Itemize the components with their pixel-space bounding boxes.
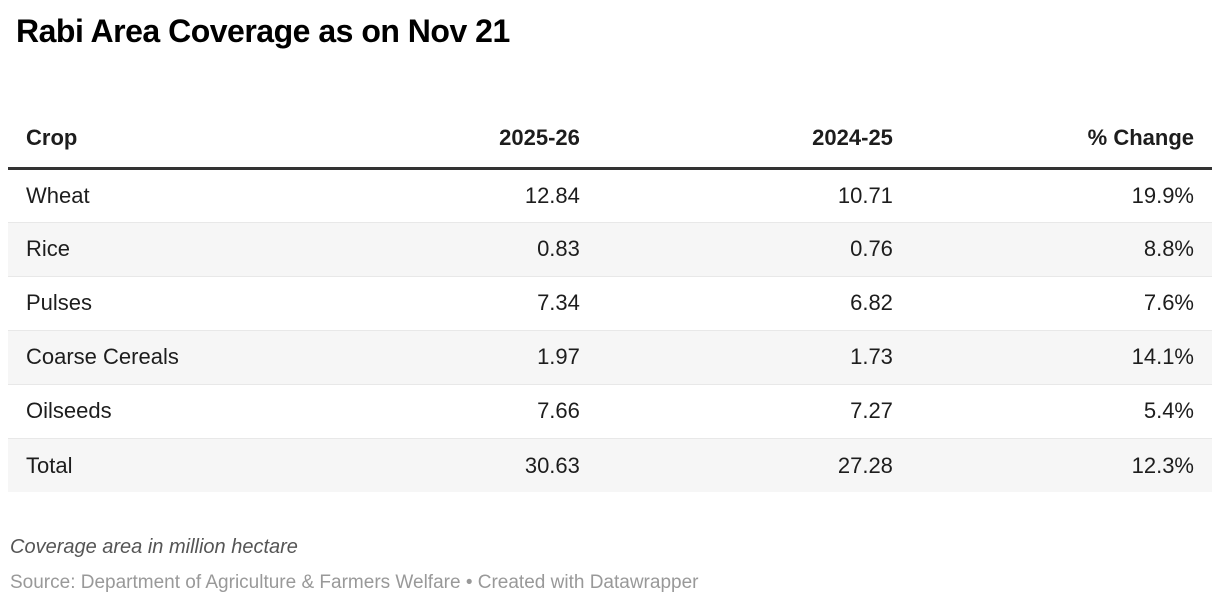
- table-header: Crop 2025-26 2024-25 % Change: [8, 108, 1212, 170]
- cell-crop: Total: [26, 452, 73, 478]
- cell-pct-change: 14.1%: [892, 330, 1212, 385]
- table-body: Wheat 12.84 10.71 19.9% Rice 0.83 0.76 8.8% Puls…: [8, 168, 1212, 493]
- cell-pct-change: 5.4%: [892, 384, 1212, 439]
- cell-pct-change: 8.8%: [892, 222, 1212, 277]
- chart-source: Source: Department of Agriculture & Farm…: [10, 572, 699, 594]
- cell-2024-25: 6.82: [579, 276, 893, 331]
- table-row: Wheat 12.84 10.71 19.9%: [8, 168, 1212, 223]
- cell-2025-26: 0.83: [315, 222, 580, 277]
- cell-crop: Pulses: [8, 276, 316, 331]
- cell-crop: Rice: [8, 222, 316, 277]
- chart-note: Coverage area in million hectare: [10, 536, 298, 559]
- cell-2025-26: 30.63: [524, 452, 580, 478]
- cell-2025-26: 1.97: [315, 330, 580, 385]
- table-row: Coarse Cereals 1.97 1.73 14.1%: [8, 330, 1212, 385]
- table-row: Rice 0.83 0.76 8.8%: [8, 222, 1212, 277]
- cell-pct-change: 12.3%: [1131, 452, 1194, 478]
- cell-2024-25: 10.71: [579, 168, 893, 223]
- table-header-row: Crop 2025-26 2024-25 % Change: [8, 108, 1212, 170]
- column-header-2024-25: 2024-25: [579, 108, 893, 170]
- cell-crop: Coarse Cereals: [8, 330, 316, 385]
- cell-crop: Wheat: [8, 168, 316, 223]
- cell-pct-change: 7.6%: [892, 276, 1212, 331]
- cell-crop: Oilseeds: [8, 384, 316, 439]
- cell-2025-26: 7.34: [315, 276, 580, 331]
- table-row: Total 30.63 27.28 12.3%: [8, 438, 1212, 493]
- column-header-pct-change: % Change: [892, 108, 1212, 170]
- cell-2025-26: 7.66: [315, 384, 580, 439]
- chart-title: Rabi Area Coverage as on Nov 21: [16, 13, 510, 49]
- cell-2025-26: 12.84: [315, 168, 580, 223]
- column-header-crop: Crop: [8, 108, 316, 170]
- table-row: Oilseeds 7.66 7.27 5.4%: [8, 384, 1212, 439]
- data-table: Crop 2025-26 2024-25 % Change Wheat 12.84…: [8, 108, 1212, 493]
- cell-2024-25: 1.73: [579, 330, 893, 385]
- cell-2024-25: 27.28: [837, 452, 893, 478]
- column-header-2025-26: 2025-26: [315, 108, 580, 170]
- cell-pct-change: 19.9%: [892, 168, 1212, 223]
- cell-2024-25: 0.76: [579, 222, 893, 277]
- table-row: Pulses 7.34 6.82 7.6%: [8, 276, 1212, 331]
- cell-2024-25: 7.27: [579, 384, 893, 439]
